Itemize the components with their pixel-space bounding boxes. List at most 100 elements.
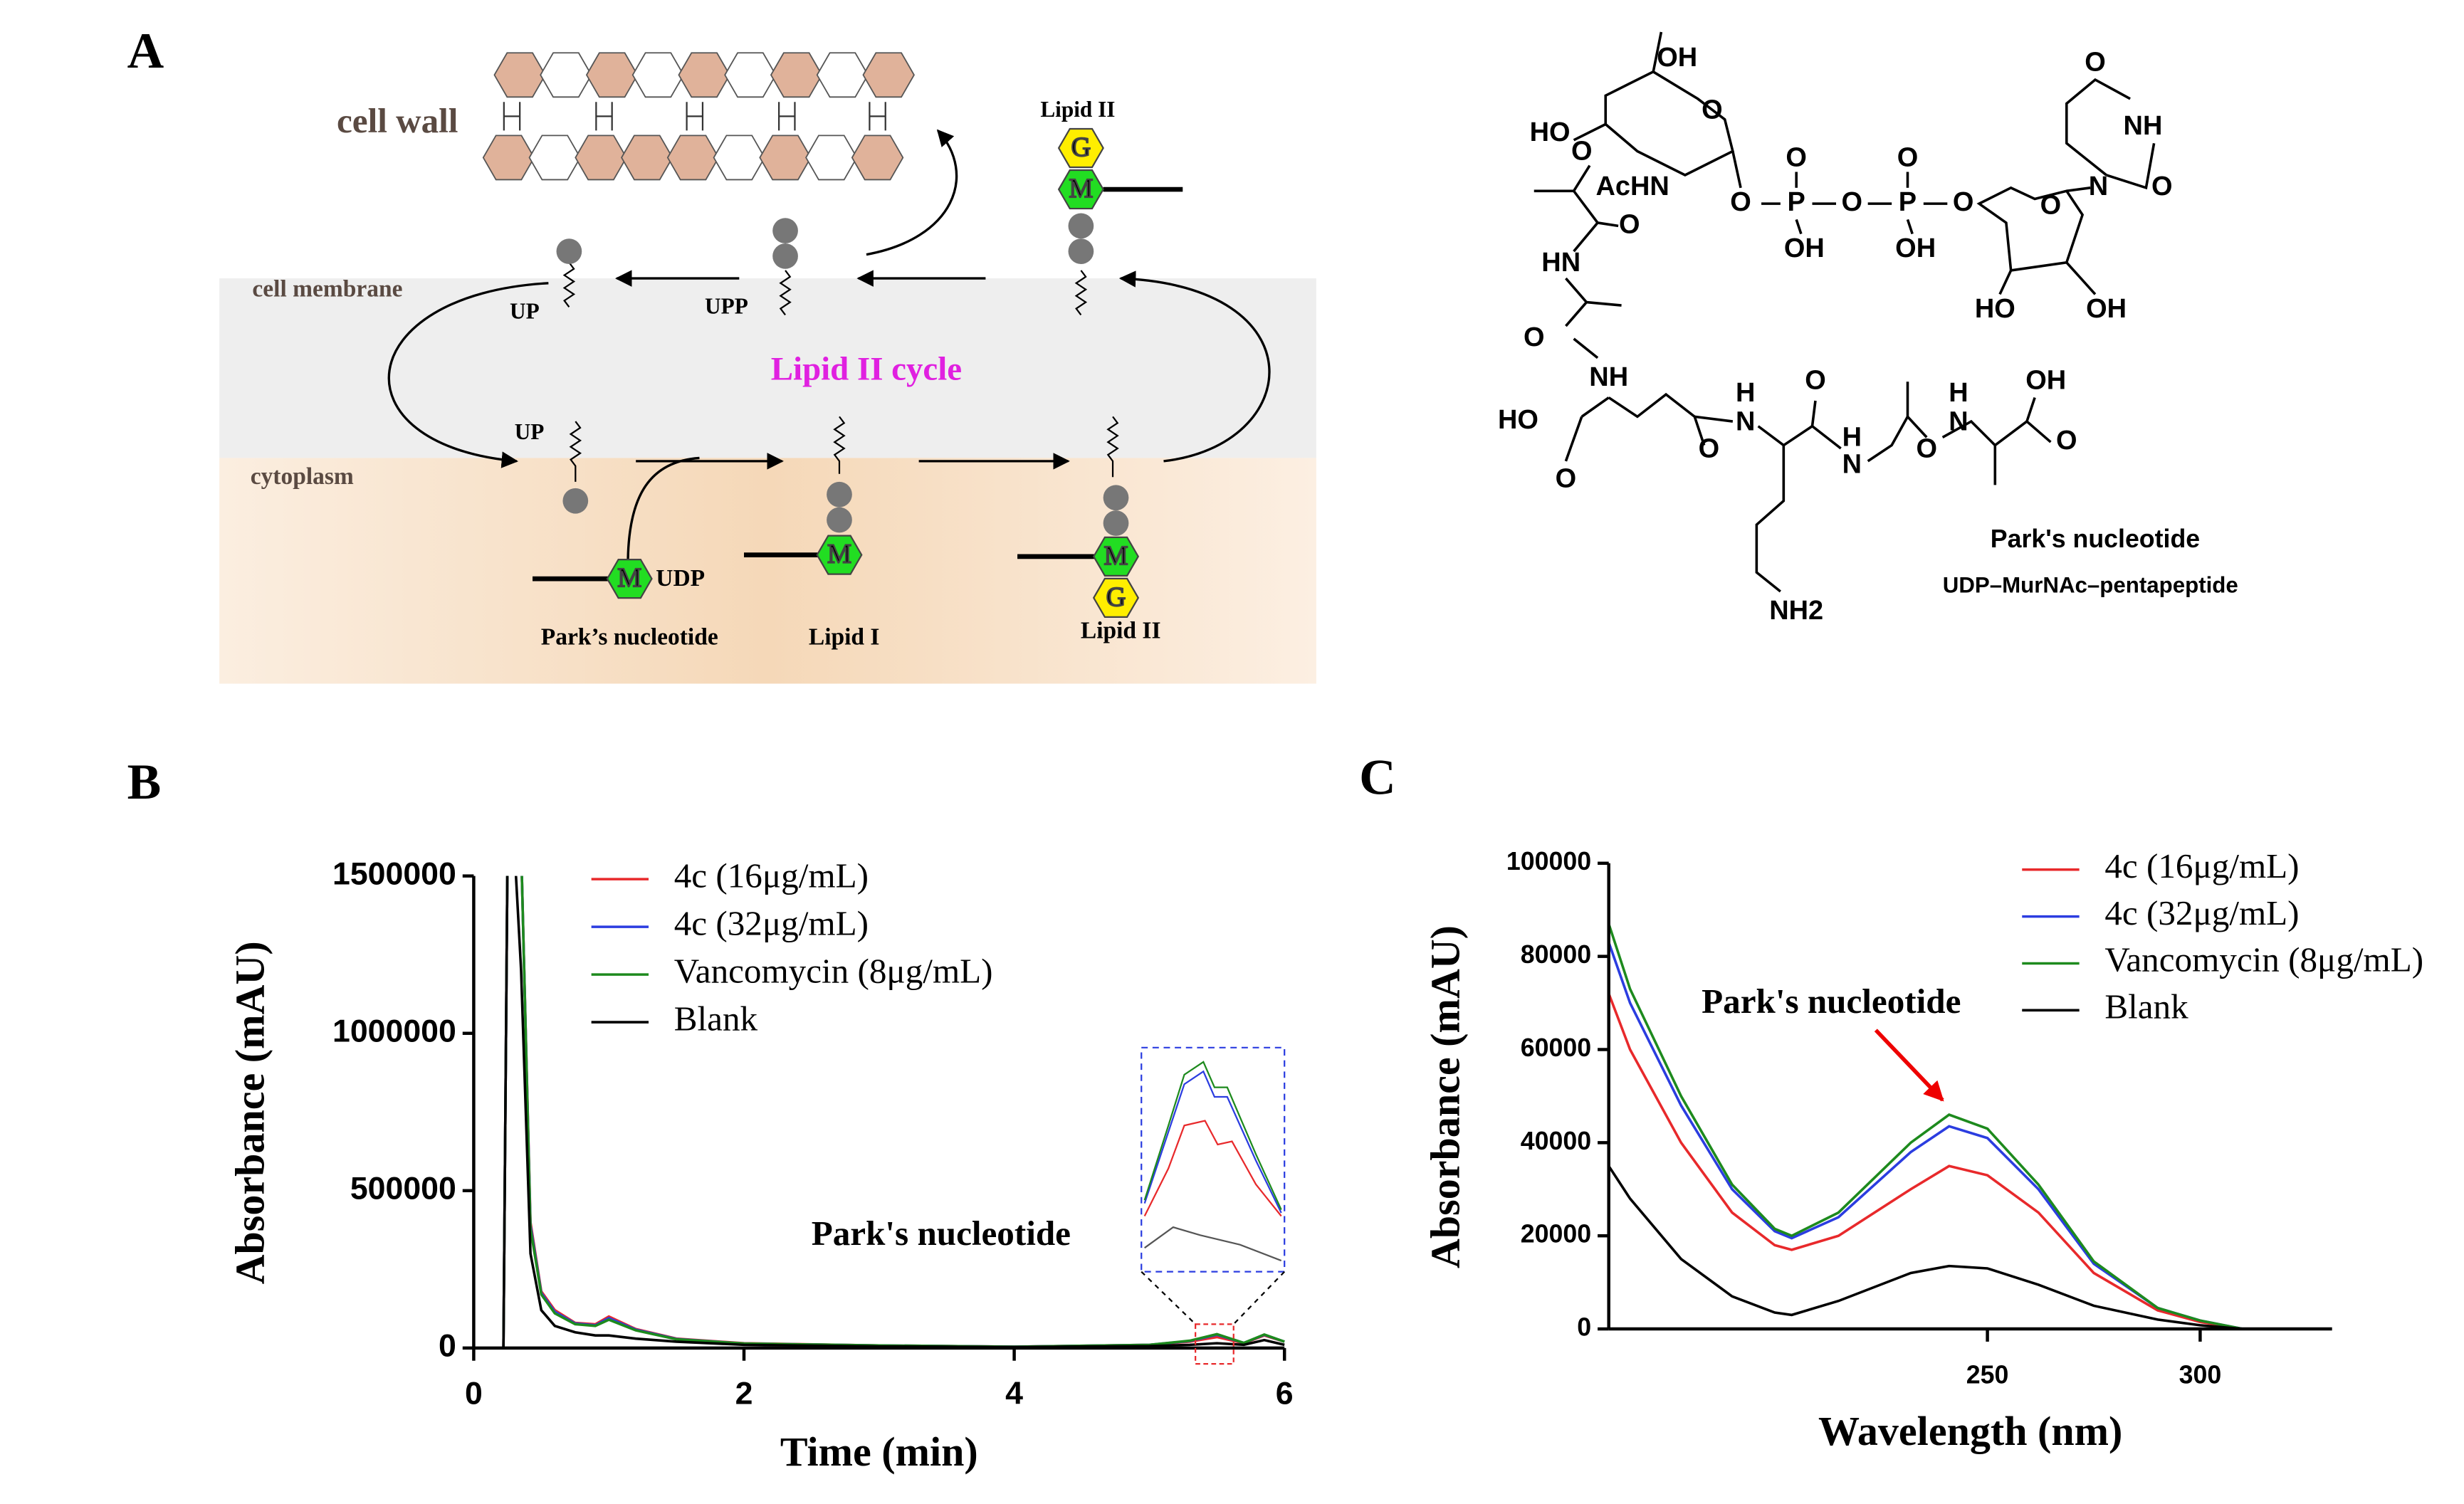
wall-hexagon — [862, 52, 915, 98]
legend-label: 4c (32μg/mL) — [674, 903, 869, 942]
wall-hexagon — [575, 135, 627, 181]
y-tick-label: 1000000 — [332, 1014, 456, 1049]
sugar — [816, 535, 863, 575]
atom-label: HO — [1498, 405, 1538, 435]
atom-label: H — [1736, 378, 1755, 408]
atom-label: P — [1899, 187, 1917, 217]
annotation: Park's nucleotide — [812, 1214, 1071, 1253]
y-tick-label: 20000 — [1521, 1220, 1591, 1248]
atom-label: O — [1805, 365, 1826, 395]
atom-label: O — [2056, 426, 2077, 456]
panel-label: A — [127, 23, 164, 79]
atom-label: OH — [2025, 365, 2066, 395]
y-tick-label: 1500000 — [332, 856, 456, 891]
atom-label: OH — [2086, 294, 2127, 324]
legend-label: 4c (32μg/mL) — [2104, 893, 2299, 932]
peptide-bars — [533, 186, 1183, 582]
structure-name: Park's nucleotide — [1991, 525, 2200, 553]
atom-label: N — [1842, 450, 1862, 480]
wall-hexagon — [482, 135, 535, 181]
wall-hexagon — [770, 52, 823, 98]
atom-label: OH — [1657, 43, 1697, 73]
series-line — [473, 875, 1285, 1350]
diagram-label: Lipid I — [809, 624, 880, 651]
crosslink — [503, 102, 521, 131]
sugar — [1057, 127, 1104, 169]
y-tick-label: 500000 — [350, 1172, 456, 1206]
wall-hexagon — [585, 52, 639, 98]
series-line — [473, 875, 1285, 1350]
y-tick-label: 80000 — [1521, 940, 1591, 969]
diagram-label: UP — [510, 298, 540, 323]
y-tick-label: 40000 — [1521, 1127, 1591, 1155]
atom-label: O — [2151, 172, 2173, 201]
diagram-label: Lipid II — [1040, 97, 1115, 122]
wall-hexagon — [724, 52, 777, 98]
atom-label: N — [2089, 172, 2108, 201]
x-tick-label: 300 — [2179, 1360, 2222, 1389]
panel-label: B — [127, 754, 162, 810]
sugar — [606, 558, 653, 599]
atom-label: HO — [1530, 117, 1571, 147]
y-tick-label: 0 — [439, 1329, 456, 1364]
cell-wall-hexagons — [482, 52, 915, 181]
phosphate-balls — [556, 213, 1129, 536]
atom-label: O — [1524, 322, 1545, 352]
wall-hexagon — [713, 135, 766, 181]
membrane-band — [219, 278, 1316, 458]
x-tick-label: 6 — [1276, 1377, 1294, 1411]
sugar — [1092, 536, 1140, 577]
diagram-label: Lipid II — [1081, 618, 1161, 644]
atom-label: N — [1736, 406, 1755, 436]
legend-label: Vancomycin (8μg/mL) — [674, 951, 993, 990]
diagram-label: cytoplasm — [251, 463, 354, 490]
atom-label: N — [1949, 406, 1968, 436]
atom-label: O — [1786, 143, 1807, 173]
sugar-letter: M — [827, 540, 851, 569]
atom-label: HO — [1975, 294, 2015, 324]
series-line — [473, 875, 1285, 1350]
atom-label: O — [1897, 143, 1919, 173]
sugar-letter: M — [1069, 174, 1094, 204]
wall-hexagon — [805, 135, 858, 181]
wall-hexagon — [540, 52, 592, 98]
wall-hexagon — [528, 135, 582, 181]
atom-label: O — [1702, 95, 1723, 125]
diagram-label: Lipid II cycle — [771, 351, 962, 388]
diagram-label: Park’s nucleotide — [541, 624, 718, 651]
wall-hexagon — [621, 135, 673, 181]
sugar — [1057, 169, 1104, 210]
atom-label: NH — [1589, 362, 1628, 392]
x-tick-label: 2 — [735, 1377, 753, 1411]
atom-label: OH — [1895, 233, 1936, 263]
atom-label: O — [2040, 191, 2062, 221]
y-axis-label: Absorbance (mAU) — [227, 941, 273, 1284]
crosslink — [686, 102, 704, 131]
cytoplasm-band — [219, 458, 1316, 684]
diagram-label: UPP — [705, 294, 748, 319]
atom-label: P — [1788, 187, 1805, 217]
wall-hexagon — [666, 135, 720, 181]
wall-hexagon — [631, 52, 685, 98]
diagram-label: UDP — [656, 565, 705, 591]
atom-label: H — [1949, 378, 1968, 408]
atom-label: HN — [1541, 248, 1580, 278]
wall-hexagon — [493, 52, 546, 98]
inset-curve — [1144, 1226, 1282, 1262]
zoom-guides — [1141, 1271, 1285, 1325]
annotation-arrow — [1874, 1029, 1944, 1102]
wall-hexagon — [816, 52, 869, 98]
atom-label: O — [1556, 464, 1577, 494]
atom-label: O — [1619, 209, 1640, 239]
atom-label: OH — [1784, 233, 1825, 263]
crosslink — [869, 102, 886, 131]
sugar-letter: G — [1071, 132, 1091, 162]
diagram-label: cell wall — [337, 101, 458, 140]
x-axis-label: Wavelength (nm) — [1818, 1408, 2122, 1454]
atom-label: O — [1699, 433, 1720, 463]
inset-curve — [1143, 1070, 1282, 1214]
atom-label: NH — [2124, 111, 2163, 141]
diagram-label: UP — [515, 419, 545, 444]
